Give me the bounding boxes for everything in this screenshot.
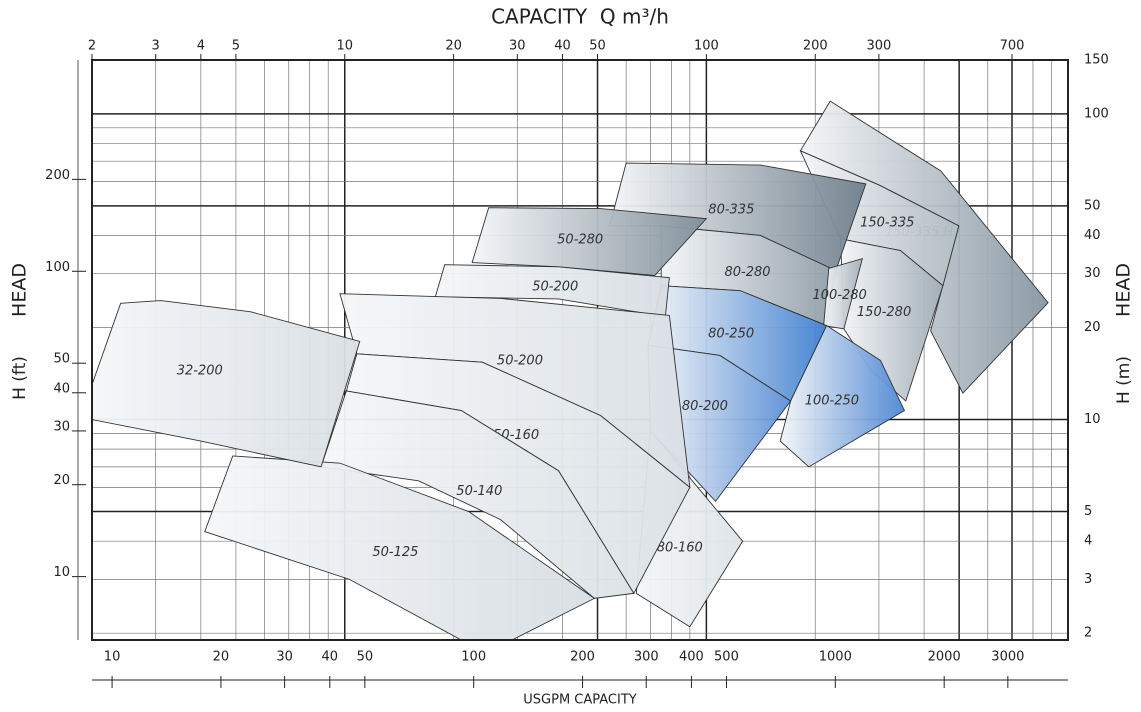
y2-tick-label: 2 bbox=[1084, 626, 1092, 641]
x-tick-label: 40 bbox=[554, 39, 571, 54]
x-tick-label: 2 bbox=[88, 39, 96, 54]
region-label: 80-335 bbox=[708, 202, 754, 217]
y-tick-label: 200 bbox=[45, 168, 70, 183]
y2-tick-label: 50 bbox=[1084, 198, 1101, 213]
x2-tick-label: 300 bbox=[634, 650, 659, 665]
x-tick-label: 5 bbox=[232, 39, 240, 54]
x2-tick-label: 1000 bbox=[819, 650, 852, 665]
x-tick-label: 20 bbox=[445, 39, 462, 54]
x2-tick-label: 10 bbox=[104, 650, 121, 665]
region-label: 100-250 bbox=[805, 393, 859, 408]
y2-tick-label: 30 bbox=[1084, 266, 1101, 281]
y-axis-title: HEAD bbox=[9, 263, 31, 317]
x2-tick-label: 2000 bbox=[928, 650, 961, 665]
y-tick-label: 30 bbox=[53, 419, 70, 434]
x2-tick-label: 40 bbox=[322, 650, 339, 665]
region-label: 150-280 bbox=[857, 305, 911, 320]
y-tick-label: 20 bbox=[53, 473, 70, 488]
region-label: 80-280 bbox=[725, 265, 771, 280]
x-tick-label: 200 bbox=[803, 39, 828, 54]
y2-tick-label: 100 bbox=[1084, 106, 1109, 121]
plot-frame bbox=[91, 59, 1069, 641]
x-tick-label: 700 bbox=[1000, 39, 1025, 54]
y2-tick-label: 40 bbox=[1084, 228, 1101, 243]
x2-tick-label: 50 bbox=[357, 650, 374, 665]
y2-tick-label: 5 bbox=[1084, 504, 1092, 519]
x-tick-label: 4 bbox=[197, 39, 205, 54]
region-label: 150-335 bbox=[860, 215, 914, 230]
x2-tick-label: 3000 bbox=[991, 650, 1024, 665]
y2-axis-unit: H (m) bbox=[1114, 356, 1134, 404]
region-label: 50-200 bbox=[532, 279, 578, 294]
region-label: 80-200 bbox=[682, 399, 728, 414]
region-label: 50-280 bbox=[557, 232, 603, 247]
region-label: 32-200 bbox=[177, 364, 223, 379]
y2-tick-label: 20 bbox=[1084, 320, 1101, 335]
x-tick-label: 50 bbox=[589, 39, 606, 54]
pump-region bbox=[91, 300, 361, 468]
pump-region bbox=[471, 207, 708, 276]
y2-tick-label: 150 bbox=[1084, 53, 1109, 68]
region-label: 50-200 bbox=[497, 353, 543, 368]
chart-title: CAPACITY Q m³/h bbox=[491, 5, 669, 29]
x-axis-title: USGPM CAPACITY bbox=[523, 693, 637, 708]
y-axis-unit: H (ft) bbox=[10, 356, 30, 400]
x-tick-label: 300 bbox=[867, 39, 892, 54]
y-tick-label: 40 bbox=[53, 381, 70, 396]
regions: 150-335 H150-335150-28080-33580-280100-2… bbox=[91, 100, 1049, 641]
axes: 2 3 4 5 10 20 30 40 50 100 200 300 700 10 20 30 40 50 100 2… bbox=[45, 39, 1109, 688]
region-label: 50-125 bbox=[372, 545, 418, 560]
y-tick-label: 100 bbox=[45, 260, 70, 275]
x-tick-label: 100 bbox=[694, 39, 719, 54]
x2-tick-label: 30 bbox=[276, 650, 293, 665]
y-tick-label: 50 bbox=[53, 352, 70, 367]
region-label: 100-280 bbox=[813, 288, 867, 303]
y2-tick-label: 3 bbox=[1084, 572, 1092, 587]
x2-tick-label: 400 bbox=[679, 650, 704, 665]
x2-tick-label: 20 bbox=[213, 650, 230, 665]
region-label: 80-160 bbox=[657, 540, 703, 555]
x-tick-label: 30 bbox=[509, 39, 526, 54]
x-tick-label: 10 bbox=[336, 39, 353, 54]
x-tick-label: 3 bbox=[152, 39, 160, 54]
pump-region bbox=[823, 257, 864, 330]
x2-tick-label: 500 bbox=[714, 650, 739, 665]
x2-tick-label: 100 bbox=[461, 650, 486, 665]
y2-tick-label: 4 bbox=[1084, 534, 1092, 549]
y2-axis-title: HEAD bbox=[1113, 263, 1135, 317]
y2-tick-label: 10 bbox=[1084, 412, 1101, 427]
x2-tick-label: 200 bbox=[570, 650, 595, 665]
region-label: 50-140 bbox=[456, 484, 502, 499]
y-tick-label: 10 bbox=[53, 565, 70, 580]
region-label: 80-250 bbox=[708, 326, 754, 341]
